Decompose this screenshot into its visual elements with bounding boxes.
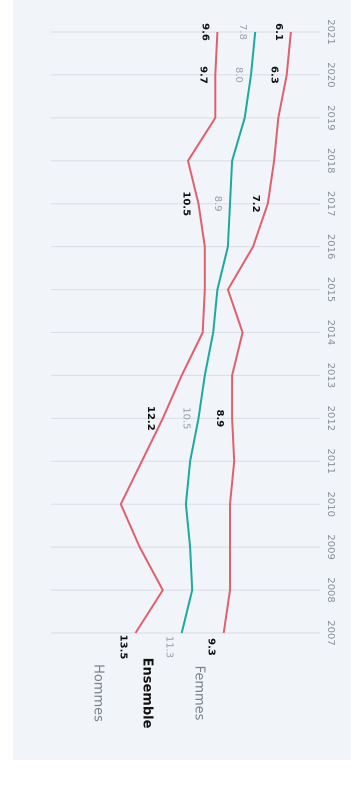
x-tick-label: 2017	[325, 191, 336, 216]
data-label: 6.3	[269, 66, 280, 84]
x-tick-label: 2009	[325, 534, 336, 559]
data-label: 7.8	[237, 24, 248, 40]
x-tick-label: 2007	[325, 620, 336, 645]
x-tick-label: 2015	[325, 277, 336, 302]
x-tick-label: 2010	[325, 491, 336, 516]
data-label: 9.7	[197, 66, 208, 84]
x-tick-label: 2018	[325, 148, 336, 173]
line-chart: 13.5 12.2 10.5 9.7 9.6 11.3 10.5 8.9 8.0 7.8 9.3 8.…	[51, 19, 336, 729]
data-label: 10.5	[181, 191, 192, 216]
x-tick-label: 2019	[325, 105, 336, 130]
data-label: 9.6	[199, 23, 210, 41]
data-label: 10.5	[181, 407, 192, 429]
x-tick-label: 2008	[325, 577, 336, 602]
x-tick-label: 2013	[325, 363, 336, 388]
data-label: 7.2	[250, 195, 261, 213]
legend-label: Ensemble	[140, 658, 155, 729]
series-line	[222, 31, 292, 634]
series-line	[119, 31, 219, 634]
data-label: 12.2	[145, 406, 156, 431]
data-label: 6.1	[273, 23, 284, 41]
legend-label: Femmes	[192, 666, 207, 721]
data-label: 9.3	[206, 638, 217, 656]
series-line	[180, 31, 257, 634]
x-tick-label: 2011	[325, 449, 336, 474]
x-tick-label: 2016	[325, 234, 336, 259]
data-labels: 13.5 12.2 10.5 9.7 9.6 11.3 10.5 8.9 8.0 7.8 9.3 8.…	[118, 23, 284, 659]
grid-lines	[51, 31, 320, 634]
x-axis-ticks: 2007 2008 2009 2010 2011 2012 2013 2014 2015 2016…	[325, 19, 336, 645]
legend: Hommes Ensemble Femmes	[91, 658, 207, 729]
data-label: 13.5	[118, 635, 129, 660]
x-tick-label: 2014	[325, 320, 336, 345]
chart-panel: 13.5 12.2 10.5 9.7 9.6 11.3 10.5 8.9 8.0 7.8 9.3 8.…	[13, 0, 351, 760]
series-lines	[119, 31, 292, 634]
x-tick-label: 2021	[325, 19, 336, 44]
legend-label: Hommes	[91, 664, 106, 722]
data-label: 8.9	[212, 196, 223, 212]
data-label: 8.0	[233, 67, 244, 83]
x-tick-label: 2012	[325, 406, 336, 431]
data-label: 11.3	[164, 636, 175, 658]
data-label: 8.9	[214, 409, 225, 427]
x-tick-label: 2020	[325, 62, 336, 87]
